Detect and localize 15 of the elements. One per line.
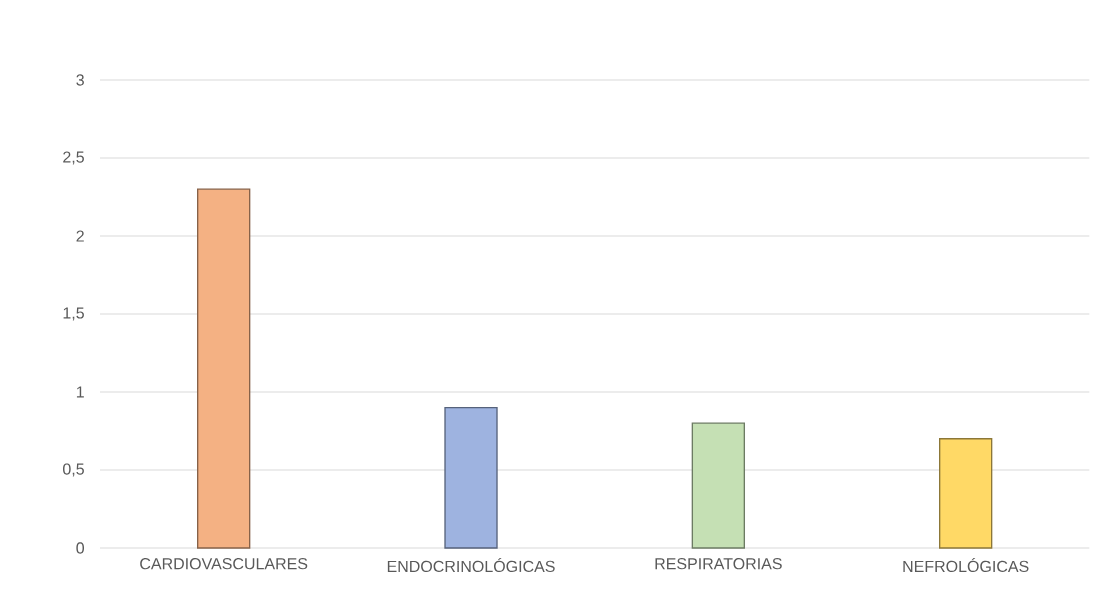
x-tick-label: RESPIRATORIAS — [655, 558, 782, 570]
y-tick-label: 0,5 — [63, 463, 84, 477]
y-tick-label: 1,5 — [63, 307, 84, 321]
x-tick-label: ENDOCRINOLÓGICAS — [387, 558, 555, 573]
bar — [444, 406, 498, 549]
x-tick-label: NEFROLÓGICAS — [903, 558, 1029, 573]
y-tick-label: 3 — [76, 74, 84, 86]
x-tick-label: CARDIOVASCULARES — [140, 558, 308, 570]
bar — [939, 438, 993, 549]
bar — [197, 188, 251, 549]
y-tick-label: 2,5 — [63, 151, 84, 165]
y-tick-label: 2 — [76, 230, 84, 242]
y-tick-label: 0 — [76, 542, 85, 554]
y-tick-label: 1 — [76, 386, 84, 398]
bar — [691, 422, 746, 549]
